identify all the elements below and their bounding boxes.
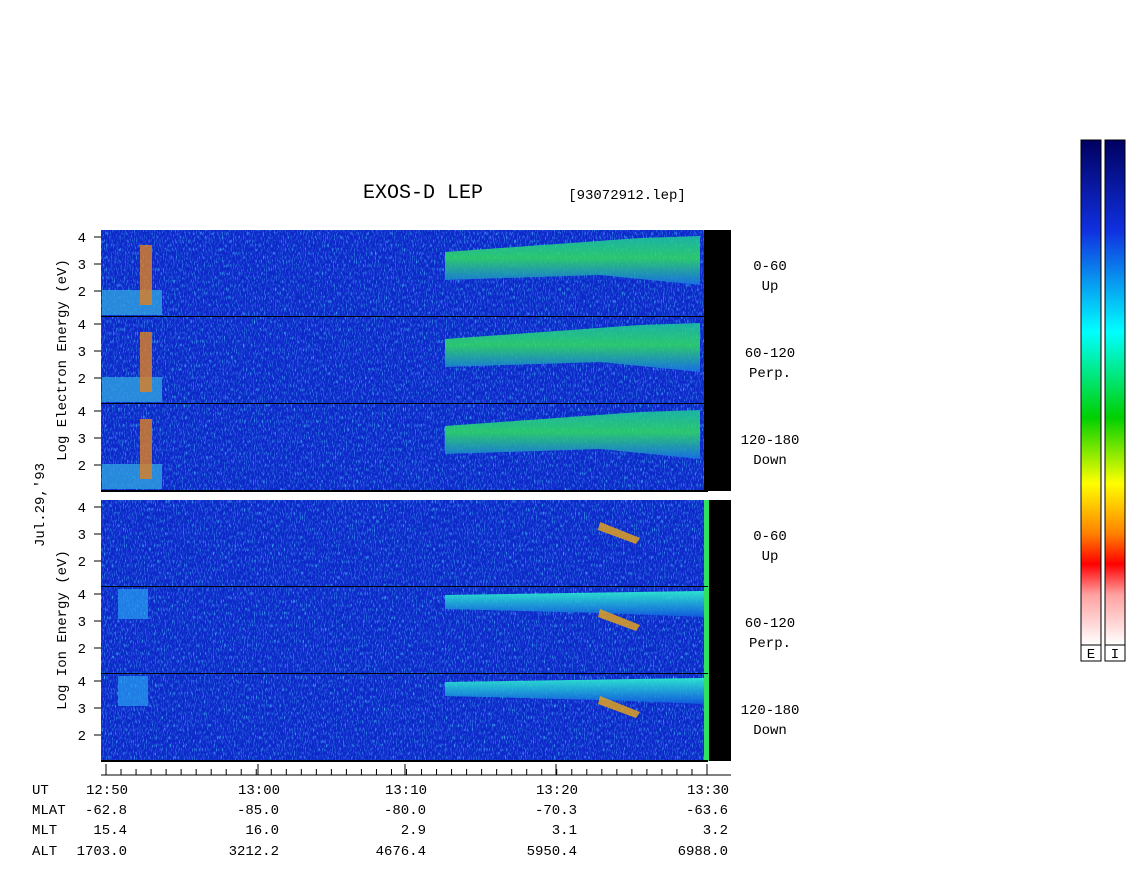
y-axis-label: Log Electron Energy (eV) xyxy=(55,259,71,461)
plots: Log Electron Energy (eV) 2 3 4 0-60 Up 2 3 4 60-1… xyxy=(55,230,800,762)
spectrogram-feature xyxy=(445,236,700,285)
y-tick-label: 3 xyxy=(78,432,86,448)
pitch-angle: 60-120 xyxy=(745,616,795,632)
green-edge xyxy=(704,500,709,587)
spectrogram-feature xyxy=(102,290,162,315)
spectrogram-feature xyxy=(140,419,152,479)
y-tick-label: 2 xyxy=(78,729,86,745)
colorbar-label: E xyxy=(1087,647,1095,663)
spectrogram-feature xyxy=(445,591,705,617)
spectrogram-feature xyxy=(102,464,162,489)
colorbar xyxy=(1104,139,1126,646)
colorbar-box xyxy=(1080,644,1102,662)
colorbar xyxy=(1080,139,1102,646)
spectrogram-noise xyxy=(101,500,705,587)
spectrogram-feature xyxy=(598,609,640,631)
row-value: -62.8 xyxy=(85,803,127,819)
spectrogram-feature xyxy=(118,589,148,619)
row-name: MLAT xyxy=(32,803,66,819)
colorbar-label: I xyxy=(1111,647,1119,663)
direction: Down xyxy=(753,723,787,739)
y-tick-label: 4 xyxy=(78,501,86,517)
spectrogram-feature xyxy=(598,696,640,718)
title: EXOS-D LEP xyxy=(363,182,483,205)
direction: Perp. xyxy=(749,636,791,652)
row-name: UT xyxy=(32,783,49,799)
row-name: MLT xyxy=(32,823,57,839)
pitch-angle: 120-180 xyxy=(741,703,800,719)
row-value: -85.0 xyxy=(237,803,279,819)
black-column xyxy=(709,674,731,761)
row-value: 15.4 xyxy=(93,823,127,839)
green-edge xyxy=(704,587,709,674)
y-tick-label: 4 xyxy=(78,318,86,334)
black-column xyxy=(709,500,731,587)
date-label: Jul.29,'93 xyxy=(33,463,49,547)
y-tick-label: 2 xyxy=(78,642,86,658)
black-column xyxy=(704,230,731,317)
spectrogram-feature xyxy=(445,410,700,459)
y-tick-label: 4 xyxy=(78,675,86,691)
y-tick-label: 2 xyxy=(78,372,86,388)
y-tick-label: 2 xyxy=(78,459,86,475)
row-name: ALT xyxy=(32,844,57,860)
y-tick-label: 4 xyxy=(78,588,86,604)
spectrogram-feature xyxy=(445,678,705,704)
row-value: -80.0 xyxy=(384,803,426,819)
time-label: 13:10 xyxy=(385,783,427,799)
y-tick-label: 3 xyxy=(78,345,86,361)
black-column xyxy=(704,404,731,491)
row-value: 4676.4 xyxy=(376,844,426,860)
direction: Perp. xyxy=(749,366,791,382)
spectrogram-feature xyxy=(102,377,162,402)
row-value: 5950.4 xyxy=(527,844,577,860)
time-axis: 12:50 13:00 13:10 13:20 13:30 UT MLAT -62.8 -85.… xyxy=(32,764,731,860)
y-tick-label: 2 xyxy=(78,285,86,301)
y-tick-label: 4 xyxy=(78,405,86,421)
time-label: 13:20 xyxy=(536,783,578,799)
y-tick-label: 3 xyxy=(78,528,86,544)
direction: Down xyxy=(753,453,787,469)
spectrogram-feature xyxy=(140,245,152,305)
pitch-angle: 0-60 xyxy=(753,529,787,545)
row-value: 3.2 xyxy=(703,823,728,839)
pitch-angle: 60-120 xyxy=(745,346,795,362)
pitch-angle: 0-60 xyxy=(753,259,787,275)
row-value: -63.6 xyxy=(686,803,728,819)
row-value: 3.1 xyxy=(552,823,577,839)
y-axis-label: Log Ion Energy (eV) xyxy=(55,550,71,710)
file-name: [93072912.lep] xyxy=(568,188,686,204)
row-value: 16.0 xyxy=(245,823,279,839)
spectrogram-feature xyxy=(598,522,640,544)
black-column xyxy=(704,317,731,404)
y-tick-label: 3 xyxy=(78,702,86,718)
green-edge xyxy=(704,674,709,761)
time-label: 13:00 xyxy=(238,783,280,799)
row-value: 6988.0 xyxy=(678,844,728,860)
black-column xyxy=(709,587,731,674)
spectrogram-feature xyxy=(140,332,152,392)
spectrogram-feature xyxy=(118,676,148,706)
row-value: 1703.0 xyxy=(77,844,127,860)
y-tick-label: 2 xyxy=(78,555,86,571)
time-label: 12:50 xyxy=(86,783,128,799)
row-value: -70.3 xyxy=(535,803,577,819)
y-tick-label: 3 xyxy=(78,615,86,631)
row-value: 3212.2 xyxy=(229,844,279,860)
y-tick-label: 4 xyxy=(78,231,86,247)
y-tick-label: 3 xyxy=(78,258,86,274)
pitch-angle: 120-180 xyxy=(741,433,800,449)
direction: Up xyxy=(762,549,779,565)
colorbar-box xyxy=(1104,644,1126,662)
time-label: 13:30 xyxy=(687,783,729,799)
spectrogram-feature xyxy=(445,323,700,372)
row-value: 2.9 xyxy=(401,823,426,839)
direction: Up xyxy=(762,279,779,295)
